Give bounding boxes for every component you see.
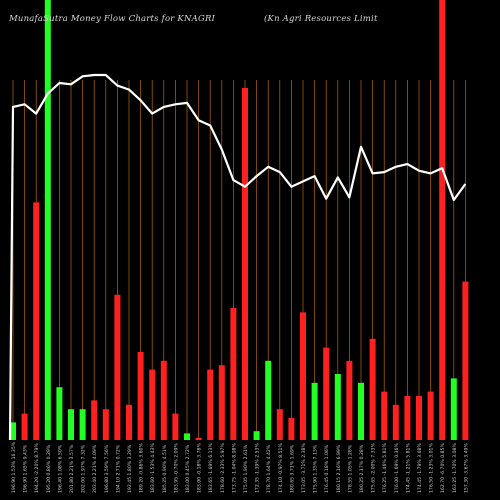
x-tick-label: 174.45 -1.79% 3.68% <box>417 443 423 493</box>
x-tick-label: 178.70 1.64% 4.42% <box>266 444 272 493</box>
bar-series <box>10 0 469 440</box>
x-tick-label: 196.90 1.53% 16.35% <box>11 441 17 493</box>
bar <box>242 88 248 440</box>
bar <box>102 409 109 440</box>
x-tick-label: 202.00 1.97% 7.32% <box>81 444 87 493</box>
bar <box>253 431 260 440</box>
bar <box>172 413 179 440</box>
x-tick-label: 196.90 1.65% 9.43% <box>23 444 29 493</box>
bar <box>392 404 399 440</box>
x-tick-label: 180.25 2.17% 0.28% <box>359 444 365 493</box>
bar <box>21 413 28 440</box>
x-tick-label: 183.65 -1.69% 6.13% <box>208 443 214 493</box>
bar <box>10 422 16 440</box>
x-tick-label: 175.90 1.35% 7.13% <box>313 444 319 493</box>
bar <box>218 365 225 440</box>
bar <box>160 360 167 440</box>
x-tick-label: 175.65 -2.00% 7.33% <box>371 443 377 493</box>
bar <box>323 347 330 440</box>
bar <box>381 391 388 440</box>
bar <box>346 360 353 440</box>
chart-title: MunafaSutra Money Flow Charts for KNAGRI <box>9 14 216 24</box>
bar <box>33 202 40 440</box>
x-tick-label: 176.45 0.18% 1.06% <box>324 444 330 493</box>
bar <box>311 382 318 440</box>
x-tick-label: 194.20 -2.20% 8.79% <box>34 443 40 493</box>
x-tick-label: 180.15 2.16% 6.99% <box>336 444 342 493</box>
bar <box>300 312 306 440</box>
price-line <box>8 73 467 441</box>
x-tick-label: 201.80 2.21% 3.57% <box>69 444 75 493</box>
bar <box>276 409 283 440</box>
bar <box>137 352 144 440</box>
x-tick-label: 178.60 -2.33% 5.97% <box>220 443 226 493</box>
bar <box>230 308 237 440</box>
x-tick-label: 176.50 -1.23% 3.01% <box>429 443 435 493</box>
bar <box>404 396 411 440</box>
x-tick-label: 176.25 -1.46% 5.81% <box>382 443 388 493</box>
bar <box>334 374 341 440</box>
bar <box>288 418 295 440</box>
bar <box>462 281 469 440</box>
bar <box>184 433 190 440</box>
vertical-gridlines <box>12 80 466 440</box>
bar <box>79 409 86 440</box>
bar <box>427 391 434 440</box>
x-tick-label: 195.20 0.86% 0.29% <box>46 444 52 493</box>
x-tick-label: 176.00 -1.69% 0.36% <box>394 443 400 493</box>
x-tick-label: 172.35 -1.39% 2.53% <box>255 443 261 493</box>
x-tick-label: 192.45 1.80% 3.29% <box>127 444 133 493</box>
x-tick-label: 180.65 3.71% 1.69% <box>289 444 295 493</box>
bar <box>91 400 98 440</box>
x-tick-label: 185.25 0.90% 4.51% <box>162 444 168 493</box>
bar <box>126 404 132 440</box>
bar <box>265 360 272 440</box>
bar <box>68 409 74 440</box>
x-tick-label: 173.75 -1.04% 8.08% <box>231 443 237 493</box>
x-tick-label: 203.40 2.21% 4.09% <box>92 444 98 493</box>
x-tick-label: 194.10 2.71% 0.72% <box>115 444 121 493</box>
x-tick-label: 163.25 -1.70% 3.08% <box>452 443 458 493</box>
bar <box>56 387 63 440</box>
bar <box>207 369 214 440</box>
bar <box>450 378 457 440</box>
x-tick-label: 196.80 3.59% 7.56% <box>104 444 110 493</box>
x-tick-label: 175.05 1.90% 2.61% <box>243 444 249 493</box>
x-tick-label: 183.00 0.45% 2.72% <box>185 444 191 493</box>
x-tick-label: 162.70 -6.70% 0.85% <box>440 443 446 493</box>
x-tick-labels: 196.90 1.53% 16.35% 196.90 1.65% 9.43% 194… <box>11 441 469 493</box>
x-tick-label: 174.45 -1.21% 5.81% <box>405 443 411 493</box>
bar <box>369 338 376 440</box>
chart-subtitle: (Kn Agri Resources Limit <box>264 14 378 24</box>
x-tick-label: 173.05 -3.71% 2.38% <box>301 443 307 493</box>
bar <box>358 382 364 440</box>
bar <box>195 437 202 440</box>
x-tick-label: 157.30 -3.67% 3.49% <box>463 443 469 493</box>
x-tick-label: 183.95 -0.70% 2.09% <box>173 443 179 493</box>
bar <box>44 0 51 440</box>
x-tick-label: 178.55 1.05% 1.28% <box>347 444 353 493</box>
x-tick-label: 189.20 -0.86% 3.60% <box>139 443 145 493</box>
bar <box>416 396 422 440</box>
x-tick-label: 196.40 1.08% 6.50% <box>57 444 63 493</box>
bar <box>439 0 446 440</box>
x-tick-label: 183.60 -1.53% 4.43% <box>150 443 156 493</box>
x-tick-label: 183.00 -0.18% 3.78% <box>197 443 203 493</box>
x-tick-label: 174.10 -0.97% 8.51% <box>278 443 284 493</box>
bar <box>149 369 156 440</box>
bar <box>114 294 121 440</box>
